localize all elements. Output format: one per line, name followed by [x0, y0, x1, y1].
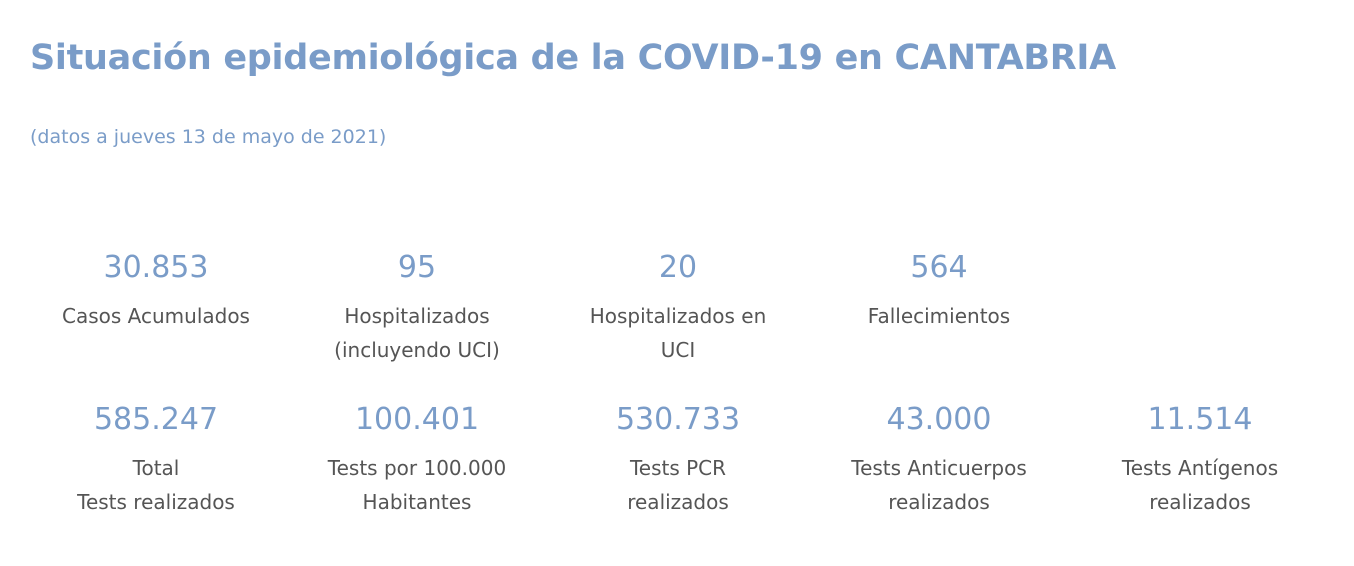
- stat-tests-pcr: 530.733 Tests PCR realizados: [548, 402, 808, 519]
- stat-value: 95: [397, 250, 437, 285]
- stat-label: realizados: [1149, 490, 1251, 514]
- stat-value: 530.733: [615, 402, 741, 437]
- stat-value: 30.853: [103, 250, 209, 285]
- stat-label: Fallecimientos: [867, 304, 1011, 328]
- stat-label: realizados: [888, 490, 990, 514]
- stat-label: Hospitalizados: [344, 304, 490, 328]
- stat-label: (incluyendo UCI): [334, 338, 500, 362]
- stat-tests-antigenos: 11.514 Tests Antígenos realizados: [1070, 402, 1330, 519]
- stat-label: Total: [132, 456, 180, 480]
- stat-value: 564: [910, 250, 968, 285]
- stat-value: 43.000: [886, 402, 992, 437]
- stat-label: Tests realizados: [77, 490, 235, 514]
- stat-casos: 30.853 Casos Acumulados: [26, 250, 286, 333]
- stat-value: 20: [658, 250, 698, 285]
- stat-label: Tests Antígenos: [1121, 456, 1279, 480]
- stat-tests-100000: 100.401 Tests por 100.000 Habitantes: [287, 402, 547, 519]
- stat-label: Tests Anticuerpos: [851, 456, 1027, 480]
- stat-label: UCI: [660, 338, 696, 362]
- stat-fallecimientos: 564 Fallecimientos: [809, 250, 1069, 333]
- page-title: Situación epidemiológica de la COVID-19 …: [30, 38, 1116, 78]
- stat-tests-anticuerpos: 43.000 Tests Anticuerpos realizados: [809, 402, 1069, 519]
- stat-total-tests: 585.247 Total Tests realizados: [26, 402, 286, 519]
- stat-label: Casos Acumulados: [62, 304, 250, 328]
- stat-label: Tests PCR: [629, 456, 727, 480]
- stat-uci: 20 Hospitalizados en UCI: [548, 250, 808, 367]
- stat-hospitalizados: 95 Hospitalizados (incluyendo UCI): [287, 250, 547, 367]
- stat-value: 11.514: [1147, 402, 1253, 437]
- stat-value: 585.247: [93, 402, 219, 437]
- stat-label: Habitantes: [362, 490, 472, 514]
- date-subtitle: (datos a jueves 13 de mayo de 2021): [30, 126, 387, 148]
- stat-label: Tests por 100.000: [327, 456, 507, 480]
- stat-value: 100.401: [354, 402, 480, 437]
- stat-label: realizados: [627, 490, 729, 514]
- stat-label: Hospitalizados en: [589, 304, 767, 328]
